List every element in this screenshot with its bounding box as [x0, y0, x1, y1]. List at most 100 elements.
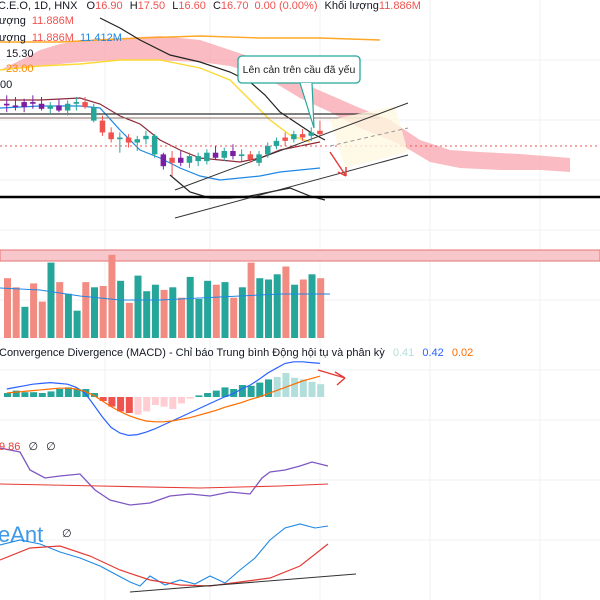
ind2-value-b: 11.412M	[79, 32, 122, 44]
macd-histogram-bar	[265, 379, 272, 397]
candle-body	[117, 137, 123, 140]
volume-bar	[160, 289, 168, 338]
annotation-callout[interactable]: Lên cản trên cầu đã yếu	[237, 55, 361, 129]
candle-body	[247, 154, 254, 160]
macd-legend: Convergence Divergence (MACD) - Chỉ báo …	[0, 347, 473, 359]
candle-body	[282, 137, 288, 141]
candle-body	[108, 132, 114, 140]
macd-histogram-bar	[186, 397, 194, 399]
rsi-value-3: ∅	[46, 441, 56, 453]
candle-body	[299, 134, 306, 138]
candle-body	[30, 102, 36, 104]
macd-histogram-bar	[125, 397, 133, 413]
macd-histogram-bar	[56, 389, 64, 397]
macd-histogram-bar	[64, 387, 72, 397]
volume-bar	[21, 306, 29, 338]
volume-bar	[273, 274, 281, 338]
macd-title: Convergence Divergence (MACD) - Chỉ báo …	[0, 347, 385, 359]
volume-bar	[299, 279, 307, 338]
ma-darkred-line	[0, 97, 321, 163]
watermark: eAnt	[0, 522, 43, 548]
volume-series	[4, 254, 325, 338]
ind5-value: 00	[0, 79, 13, 91]
rsi-legend: 9.86 ∅ ∅	[0, 440, 56, 453]
macd-histogram-bar	[178, 397, 185, 404]
low-label: L	[172, 0, 179, 12]
annotation-text: Lên cản trên cầu đã yếu	[243, 64, 356, 76]
macd-histogram-bar	[256, 382, 264, 397]
rsi-value-2: ∅	[28, 441, 39, 453]
volume-bar	[238, 287, 246, 338]
candle-body	[204, 152, 210, 162]
macd-histogram-bar	[73, 389, 81, 397]
channel-mid-line	[329, 127, 409, 147]
low-value: 16.60	[178, 0, 206, 12]
annotation-box	[237, 55, 361, 84]
candle-body	[230, 151, 236, 157]
bottom-value-1: ∅	[62, 528, 72, 540]
volume-bar	[230, 297, 238, 338]
candle-body	[178, 157, 184, 163]
indicator-legend-1: ượng 11.886M	[0, 15, 74, 27]
volume-bar	[12, 287, 20, 338]
candlestick-series	[4, 95, 323, 177]
ind4-value: 23.00	[6, 63, 34, 75]
volume-bar	[125, 302, 133, 338]
bottom-legend: ∅	[62, 527, 72, 540]
volume-bar	[99, 286, 107, 338]
volume-bar	[212, 284, 220, 338]
volume-bar	[82, 282, 90, 338]
candle-body	[134, 139, 140, 143]
rsi-purple-line	[0, 447, 329, 506]
macd-value-2: 0.42	[422, 347, 444, 359]
candle-body	[256, 154, 262, 163]
macd-histogram-bar	[30, 392, 38, 397]
macd-histogram-bar	[82, 389, 90, 397]
candle-body	[4, 103, 10, 106]
ind3-value: 15.30	[6, 48, 34, 60]
macd-histogram-bar	[12, 390, 20, 397]
watermark-text: eAnt	[0, 522, 44, 547]
volume-bar	[143, 291, 151, 338]
close-value: 16.70	[220, 0, 249, 12]
ma-orange-line	[0, 35, 381, 43]
annotation-pointer	[299, 82, 315, 129]
candle-body	[12, 105, 19, 108]
macd-series	[4, 361, 325, 437]
macd-line	[6, 361, 320, 437]
volume-bar	[91, 287, 98, 338]
channel-lower-line	[174, 154, 409, 219]
macd-histogram-bar	[238, 385, 246, 397]
macd-histogram-bar	[4, 393, 11, 397]
candle-body	[125, 137, 132, 143]
volume-ma-line	[0, 287, 330, 301]
macd-histogram-bar	[169, 397, 177, 409]
ind2-name: ượng	[0, 32, 26, 44]
stoch-red-line	[0, 543, 329, 587]
indicator-legend-3: 15.30	[6, 48, 34, 60]
volume-bar	[64, 293, 72, 338]
candle-body	[291, 134, 297, 140]
macd-histogram-bar	[204, 393, 212, 397]
volume-bar	[282, 266, 290, 338]
macd-histogram-bar	[117, 397, 125, 412]
candle-body	[195, 156, 201, 162]
macd-histogram-bar	[151, 397, 159, 405]
ind2-value-a: 11.886M	[31, 32, 74, 44]
candle-body	[73, 102, 80, 104]
candle-body	[186, 156, 193, 163]
volume-bar	[317, 278, 325, 338]
symbol-label: C.E.O, 1D, HNX	[0, 0, 78, 12]
rsi-value-1: 9.86	[0, 441, 21, 453]
candle-body	[38, 103, 45, 109]
macd-histogram-bar	[99, 397, 107, 401]
volume-bar	[73, 310, 81, 338]
candle-body	[317, 130, 323, 135]
macd-histogram-bar	[282, 373, 290, 397]
macd-value-1: 0.41	[392, 347, 415, 359]
candle-body	[64, 103, 71, 111]
bottom-trendline	[129, 573, 357, 593]
candle-body	[212, 152, 219, 158]
indicator-legend-2: ượng 11.886M 11.412M	[0, 32, 122, 44]
